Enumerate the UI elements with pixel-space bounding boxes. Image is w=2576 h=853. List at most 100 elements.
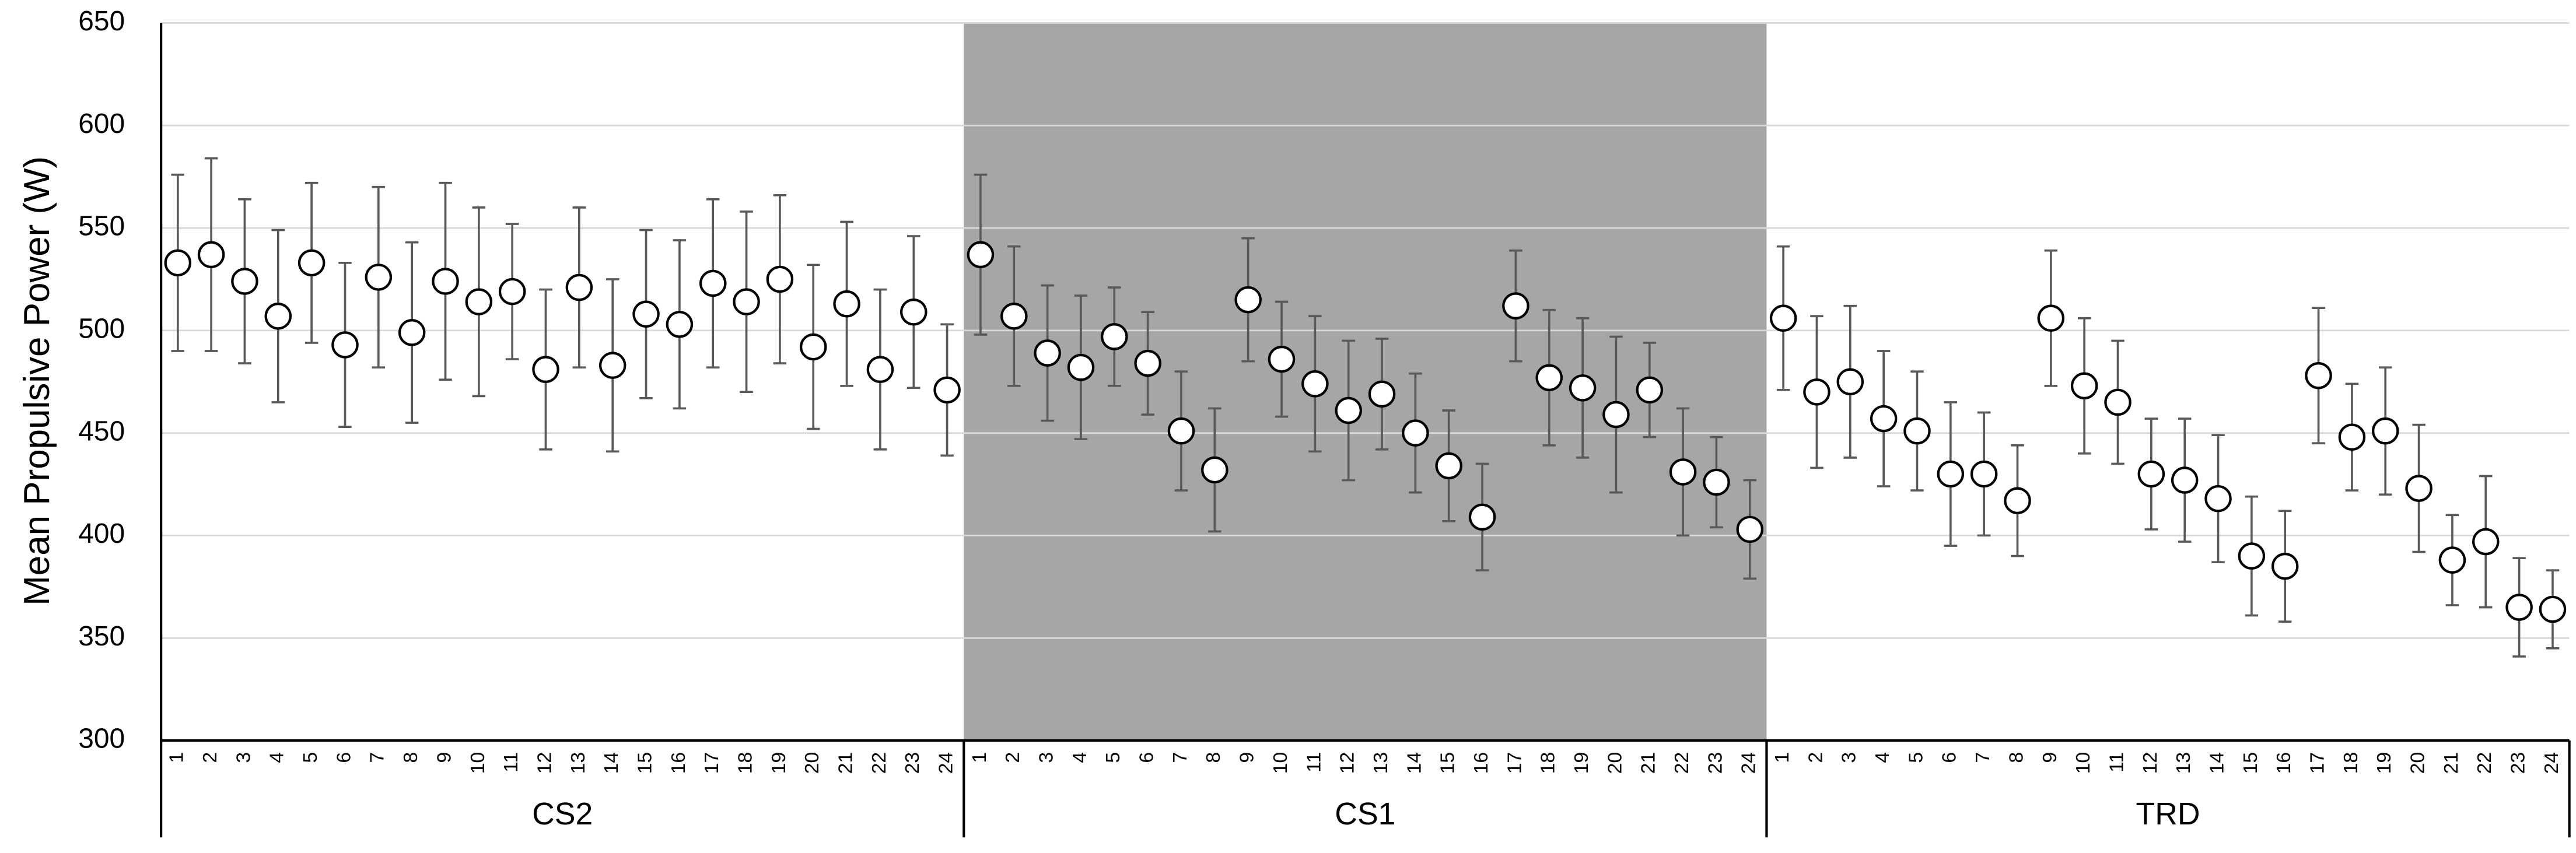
- data-point: [2338, 423, 2366, 451]
- data-point: [2405, 475, 2432, 502]
- x-tick-label: 2: [1804, 752, 1826, 763]
- x-tick-label: 18: [734, 752, 756, 774]
- data-point: [1101, 323, 1128, 350]
- x-tick-label: 3: [1035, 752, 1058, 763]
- data-point: [264, 303, 292, 330]
- data-point: [866, 356, 894, 383]
- data-point: [666, 311, 694, 338]
- data-point: [900, 298, 928, 326]
- data-point: [1569, 374, 1597, 402]
- x-tick-label: 1: [1771, 752, 1793, 763]
- data-point: [1769, 304, 1797, 332]
- group-label: CS2: [532, 797, 593, 831]
- data-point: [398, 319, 426, 346]
- data-point: [1937, 460, 1965, 488]
- data-point: [2472, 528, 2500, 556]
- x-tick-label: 12: [533, 752, 555, 774]
- x-tick-label: 22: [868, 752, 890, 774]
- data-point: [2137, 460, 2165, 488]
- data-point: [1970, 460, 1998, 488]
- x-tick-label: 22: [2473, 752, 2496, 774]
- data-point: [1736, 515, 1764, 543]
- x-tick-label: 11: [1303, 752, 1325, 773]
- data-point: [1134, 349, 1161, 377]
- x-tick-label: 9: [2039, 752, 2061, 763]
- y-tick-label: 650: [78, 6, 125, 37]
- y-tick-label: 300: [78, 724, 125, 754]
- x-tick-label: 10: [2072, 752, 2094, 774]
- x-tick-label: 7: [366, 752, 388, 763]
- data-point: [1167, 417, 1195, 445]
- x-tick-label: 17: [701, 752, 723, 774]
- data-point: [766, 265, 794, 293]
- x-tick-label: 22: [1671, 752, 1693, 774]
- data-point: [1268, 345, 1296, 373]
- data-point: [1201, 456, 1228, 484]
- data-point: [1067, 353, 1095, 381]
- x-tick-label: 5: [299, 752, 321, 763]
- data-point: [699, 269, 727, 297]
- data-point: [1402, 419, 1429, 447]
- data-point: [331, 331, 359, 359]
- data-point: [933, 376, 961, 404]
- data-point: [2171, 466, 2199, 494]
- x-tick-label: 1: [166, 752, 188, 763]
- x-tick-label: 15: [1437, 752, 1459, 774]
- x-tick-label: 12: [2139, 752, 2161, 774]
- y-tick-label: 600: [78, 108, 125, 139]
- data-point: [164, 249, 192, 277]
- data-point: [532, 356, 559, 383]
- data-point: [967, 241, 995, 268]
- x-tick-label: 9: [433, 752, 455, 763]
- x-tick-label: 16: [2273, 752, 2295, 774]
- x-tick-label: 8: [1202, 752, 1224, 763]
- x-tick-label: 2: [1002, 752, 1024, 763]
- x-tick-label: 1: [968, 752, 991, 763]
- x-tick-label: 19: [2373, 752, 2395, 774]
- data-point: [2238, 542, 2266, 570]
- data-point: [2204, 485, 2232, 512]
- x-tick-label: 6: [1136, 752, 1158, 763]
- data-point: [598, 352, 626, 379]
- x-tick-label: 23: [1704, 752, 1726, 774]
- x-tick-label: 24: [1738, 752, 1760, 774]
- x-tick-label: 18: [2340, 752, 2362, 774]
- data-point: [465, 288, 493, 315]
- data-point: [800, 333, 827, 361]
- data-point: [365, 264, 393, 291]
- data-point: [1535, 364, 1563, 391]
- data-point: [1335, 396, 1362, 424]
- x-tick-label: 4: [1871, 752, 1894, 763]
- x-tick-label: 19: [768, 752, 790, 774]
- data-point: [2438, 546, 2466, 574]
- x-tick-label: 18: [1537, 752, 1559, 774]
- x-tick-label: 15: [2239, 752, 2262, 774]
- x-tick-label: 3: [232, 752, 254, 763]
- x-tick-label: 8: [2005, 752, 2027, 763]
- data-point: [432, 268, 459, 295]
- x-tick-label: 11: [500, 752, 522, 773]
- data-point: [197, 241, 225, 268]
- x-tick-label: 10: [467, 752, 489, 774]
- x-tick-label: 12: [1336, 752, 1359, 774]
- x-tick-label: 11: [2105, 752, 2127, 773]
- x-tick-label: 19: [1570, 752, 1592, 774]
- x-tick-label: 9: [1236, 752, 1258, 763]
- data-point: [2104, 388, 2132, 416]
- x-tick-label: 3: [1838, 752, 1860, 763]
- data-point: [733, 288, 760, 315]
- y-axis-label: Mean Propulsive Power (W): [17, 156, 57, 606]
- data-point: [1703, 468, 1730, 496]
- data-point: [1000, 303, 1028, 330]
- data-point: [2539, 595, 2567, 623]
- data-point: [1301, 370, 1329, 398]
- data-point: [565, 273, 593, 301]
- data-point: [1502, 292, 1530, 320]
- group-label: TRD: [2136, 797, 2200, 831]
- x-tick-label: 6: [332, 752, 355, 763]
- x-tick-label: 4: [1069, 752, 1091, 763]
- x-tick-label: 16: [667, 752, 690, 774]
- data-point: [298, 249, 326, 277]
- data-point: [2271, 552, 2299, 580]
